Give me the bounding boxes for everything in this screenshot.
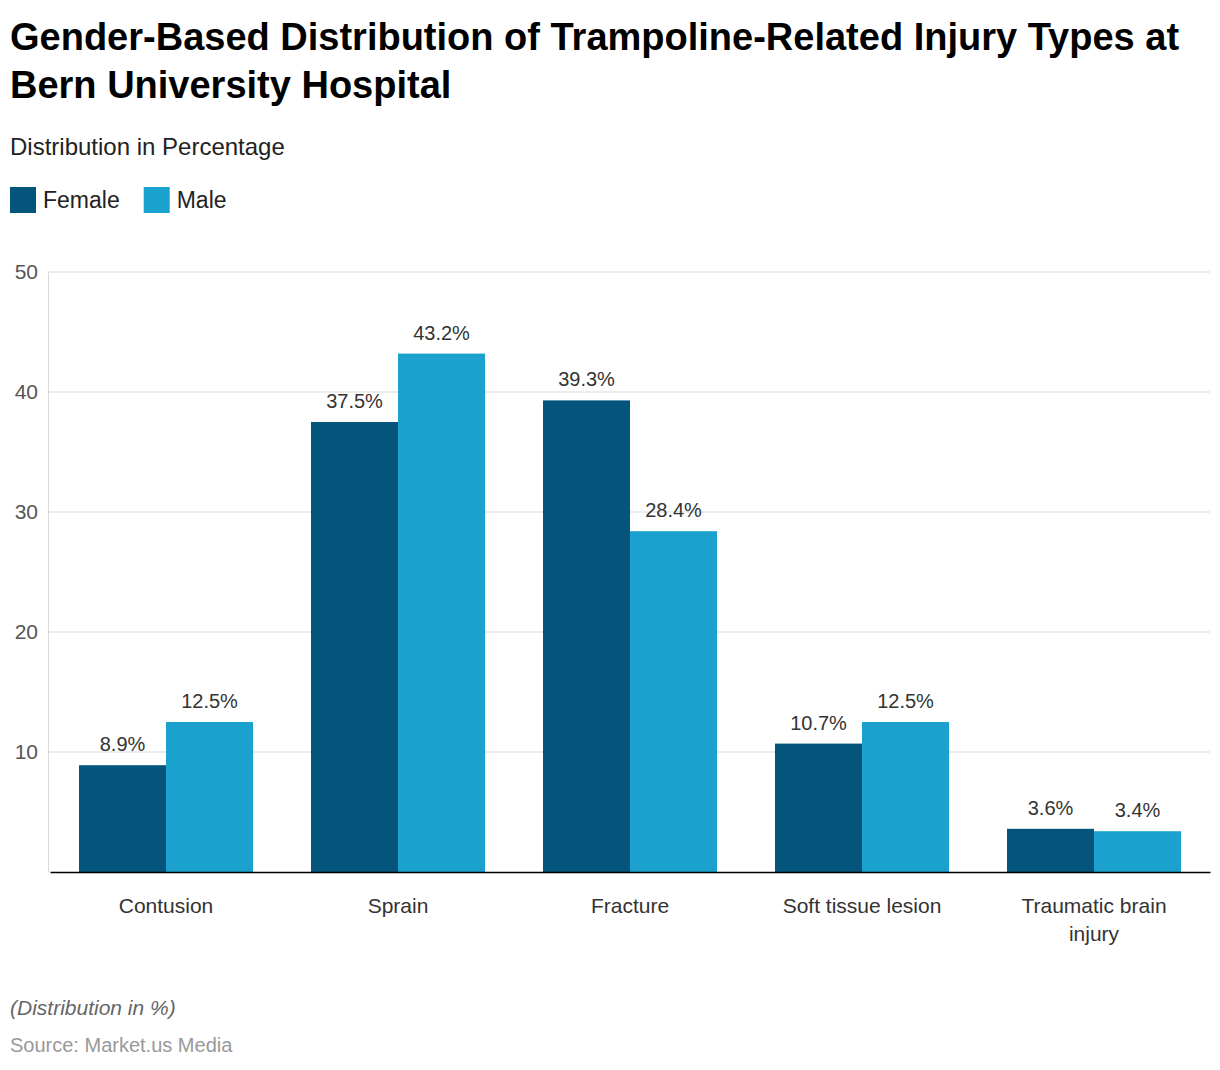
legend-swatch: [10, 187, 36, 213]
y-tick-label: 50: [15, 260, 38, 283]
data-label: 37.5%: [326, 390, 383, 412]
data-label: 3.4%: [1115, 799, 1161, 821]
y-axis: 10 20 30 40 50: [15, 260, 49, 872]
x-axis-line: [51, 872, 1211, 874]
data-label: 12.5%: [877, 690, 934, 712]
x-tick: Traumatic braininjury: [1021, 872, 1166, 945]
legend: Female Male: [10, 187, 227, 213]
grid-line: [48, 272, 1210, 273]
legend-item: Male: [144, 187, 227, 213]
data-label: 43.2%: [413, 322, 470, 344]
x-tick: Sprain: [368, 872, 429, 917]
bar: [1094, 831, 1181, 872]
x-tick-label: Sprain: [368, 894, 429, 917]
data-label: 12.5%: [181, 690, 238, 712]
data-label: 8.9%: [100, 733, 146, 755]
y-tick-label: 30: [15, 500, 38, 523]
y-tick: 30: [15, 500, 48, 523]
x-tick: Soft tissue lesion: [783, 872, 942, 917]
x-axis: Contusion Sprain Fracture Soft tissue lesio…: [51, 872, 1211, 945]
source: Source: Market.us Media: [10, 1034, 233, 1056]
subtitle: Distribution in Percentage: [10, 133, 285, 160]
data-labels: 8.9% 37.5% 39.3% 10.7% 3.6% 12.5% 43.2% 28.4% 12…: [100, 322, 1161, 822]
data-label: 39.3%: [558, 368, 615, 390]
legend-label: Male: [177, 187, 227, 213]
y-tick: 50: [15, 260, 48, 283]
y-tick: 10: [15, 740, 48, 763]
x-tick-label: Traumatic braininjury: [1021, 894, 1166, 945]
bars: [79, 354, 1181, 872]
y-axis-line: [48, 273, 49, 873]
x-tick-label: Fracture: [591, 894, 669, 917]
x-tick: Contusion: [119, 872, 214, 917]
title: Gender-Based Distribution of Trampoline-…: [10, 16, 1179, 106]
bar: [630, 531, 717, 872]
chart: Gender-Based Distribution of Trampoline-…: [0, 0, 1220, 1070]
y-tick: 40: [15, 380, 48, 403]
grid-line: [48, 392, 1210, 393]
bar: [166, 722, 253, 872]
bar: [398, 354, 485, 872]
x-tick-label: Contusion: [119, 894, 214, 917]
legend-item: Female: [10, 187, 120, 213]
x-tick-label: Soft tissue lesion: [783, 894, 942, 917]
bar: [79, 765, 166, 872]
data-label: 3.6%: [1028, 797, 1074, 819]
data-label: 10.7%: [790, 712, 847, 734]
y-tick-label: 20: [15, 620, 38, 643]
data-label: 28.4%: [645, 499, 702, 521]
legend-label: Female: [43, 187, 120, 213]
note: (Distribution in %): [10, 996, 176, 1019]
bar: [862, 722, 949, 872]
bar: [311, 422, 398, 872]
y-tick: 20: [15, 620, 48, 643]
legend-swatch: [144, 187, 170, 213]
y-tick-label: 40: [15, 380, 38, 403]
bar: [1007, 829, 1094, 872]
x-tick: Fracture: [591, 872, 669, 917]
bar: [775, 744, 862, 872]
bar: [543, 400, 630, 872]
y-tick-label: 10: [15, 740, 38, 763]
